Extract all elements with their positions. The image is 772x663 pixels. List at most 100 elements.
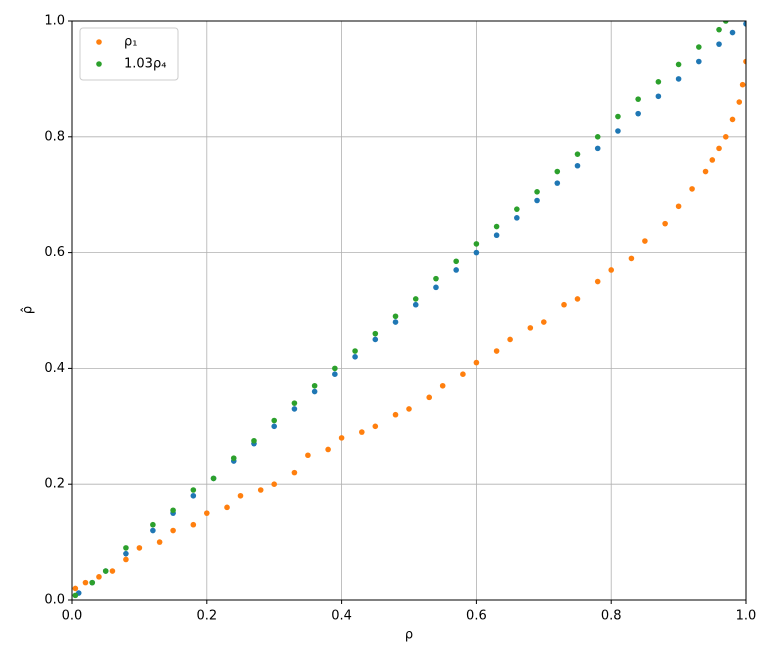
point xyxy=(662,220,668,227)
y-tick-label: 0.0 xyxy=(44,593,65,608)
point xyxy=(460,371,466,377)
point xyxy=(150,527,156,534)
point xyxy=(561,301,567,308)
point xyxy=(696,58,702,65)
point xyxy=(574,296,581,302)
point xyxy=(372,336,379,343)
x-tick-label: 0.6 xyxy=(466,609,487,624)
point xyxy=(594,134,601,140)
point xyxy=(230,455,237,461)
x-tick-label: 1.0 xyxy=(736,609,757,624)
x-tick-label: 0.8 xyxy=(601,609,622,624)
legend-label: ρ₁ xyxy=(124,35,137,50)
point xyxy=(541,319,547,325)
point xyxy=(534,197,540,204)
point xyxy=(123,556,129,563)
point xyxy=(251,437,257,444)
point xyxy=(237,492,244,499)
point xyxy=(594,278,601,285)
point xyxy=(507,336,513,343)
plot-frame xyxy=(71,20,747,601)
point xyxy=(729,116,736,123)
point xyxy=(689,186,695,192)
point xyxy=(338,435,345,441)
point xyxy=(493,223,500,230)
point xyxy=(305,452,311,459)
y-tick-label: 1.0 xyxy=(44,14,65,29)
point xyxy=(702,168,709,175)
point xyxy=(527,325,534,331)
point xyxy=(716,41,722,47)
point xyxy=(615,113,621,120)
point xyxy=(722,21,729,24)
point xyxy=(392,313,399,320)
point xyxy=(493,232,500,239)
point xyxy=(574,162,581,169)
point xyxy=(109,568,116,574)
point xyxy=(392,319,399,325)
point xyxy=(291,406,298,412)
point xyxy=(655,78,662,85)
point xyxy=(271,417,278,424)
y-tick-label: 0.2 xyxy=(44,477,65,492)
point xyxy=(574,151,581,157)
point xyxy=(406,406,412,412)
point xyxy=(594,145,601,152)
point xyxy=(325,446,331,453)
legend-marker xyxy=(96,61,102,67)
point xyxy=(675,76,682,82)
point xyxy=(311,382,318,389)
point xyxy=(473,359,480,366)
point xyxy=(352,348,358,354)
point xyxy=(82,579,89,586)
x-axis-label: ρ xyxy=(405,628,413,643)
point xyxy=(453,267,459,273)
point xyxy=(554,168,561,175)
point xyxy=(372,330,379,337)
point xyxy=(204,510,210,516)
point xyxy=(426,394,433,401)
point xyxy=(311,388,318,395)
point xyxy=(412,296,419,302)
point xyxy=(433,284,439,291)
point xyxy=(271,481,278,488)
point xyxy=(743,21,746,27)
point xyxy=(696,44,702,50)
point xyxy=(493,348,500,354)
point xyxy=(96,574,102,580)
point xyxy=(332,371,338,377)
point xyxy=(514,215,520,221)
y-tick-label: 0.8 xyxy=(44,129,65,144)
point xyxy=(190,521,197,528)
point xyxy=(433,275,439,282)
point xyxy=(608,267,614,273)
point xyxy=(716,145,722,152)
point xyxy=(635,96,641,102)
point xyxy=(628,255,635,262)
point xyxy=(123,545,129,551)
point xyxy=(224,504,230,511)
point xyxy=(359,429,365,435)
point xyxy=(453,258,459,265)
y-axis-label: ρ̂ xyxy=(21,306,36,314)
point xyxy=(439,382,446,389)
point xyxy=(615,128,621,134)
point xyxy=(170,527,176,534)
point xyxy=(729,29,736,36)
point xyxy=(412,301,419,308)
point xyxy=(150,521,156,528)
point xyxy=(190,487,197,493)
point xyxy=(257,487,264,493)
legend-box xyxy=(79,27,179,81)
legend-label: 1.03ρ₄ xyxy=(124,57,166,72)
point xyxy=(210,475,217,482)
point xyxy=(392,411,399,418)
point xyxy=(291,469,298,476)
point xyxy=(514,206,520,212)
point xyxy=(675,61,682,68)
point xyxy=(271,423,278,430)
point xyxy=(716,26,722,33)
x-tick-label: 0.0 xyxy=(62,609,83,624)
point xyxy=(675,203,682,210)
